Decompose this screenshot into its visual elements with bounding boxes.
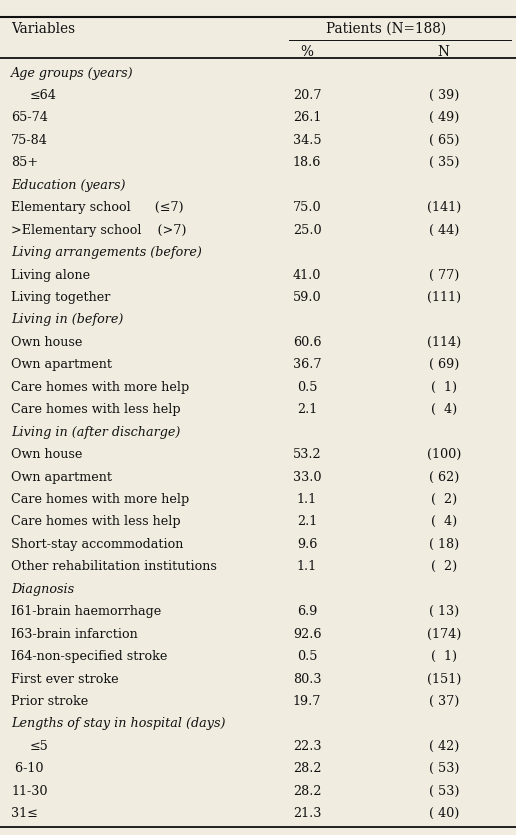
Text: Variables: Variables	[11, 22, 75, 36]
Text: ( 53): ( 53)	[428, 785, 459, 797]
Text: Education (years): Education (years)	[11, 179, 126, 192]
Text: 33.0: 33.0	[293, 471, 321, 483]
Text: (114): (114)	[427, 336, 461, 349]
Text: ( 18): ( 18)	[429, 538, 459, 551]
Text: (  4): ( 4)	[431, 515, 457, 529]
Text: ( 49): ( 49)	[429, 111, 459, 124]
Text: (151): (151)	[427, 672, 461, 686]
Text: 28.2: 28.2	[293, 762, 321, 776]
Text: ( 37): ( 37)	[429, 695, 459, 708]
Text: 2.1: 2.1	[297, 403, 317, 416]
Text: I64-non-specified stroke: I64-non-specified stroke	[11, 650, 168, 663]
Text: (100): (100)	[427, 448, 461, 461]
Text: 92.6: 92.6	[293, 628, 321, 640]
Text: Prior stroke: Prior stroke	[11, 695, 89, 708]
Text: (  4): ( 4)	[431, 403, 457, 416]
Text: Living in (after discharge): Living in (after discharge)	[11, 426, 181, 438]
Text: Own house: Own house	[11, 448, 83, 461]
Text: %: %	[300, 45, 314, 59]
Text: 9.6: 9.6	[297, 538, 317, 551]
Text: ( 53): ( 53)	[428, 762, 459, 776]
Text: 25.0: 25.0	[293, 224, 321, 236]
Text: 60.6: 60.6	[293, 336, 321, 349]
Text: Diagnosis: Diagnosis	[11, 583, 74, 596]
Text: 1.1: 1.1	[297, 560, 317, 574]
Text: Patients (N=188): Patients (N=188)	[326, 22, 446, 36]
Text: Elementary school      (≤7): Elementary school (≤7)	[11, 201, 184, 215]
Text: ( 44): ( 44)	[429, 224, 459, 236]
Text: Own apartment: Own apartment	[11, 358, 112, 372]
Text: Care homes with less help: Care homes with less help	[11, 403, 181, 416]
Text: 11-30: 11-30	[11, 785, 48, 797]
Text: 36.7: 36.7	[293, 358, 321, 372]
Text: Care homes with more help: Care homes with more help	[11, 381, 189, 394]
Text: 80.3: 80.3	[293, 672, 321, 686]
Text: First ever stroke: First ever stroke	[11, 672, 119, 686]
Text: ( 77): ( 77)	[429, 269, 459, 281]
Text: Age groups (years): Age groups (years)	[11, 67, 134, 79]
Text: 6.9: 6.9	[297, 605, 317, 618]
Text: 21.3: 21.3	[293, 807, 321, 820]
Text: N: N	[438, 45, 450, 59]
Text: 65-74: 65-74	[11, 111, 48, 124]
Text: ≤64: ≤64	[29, 89, 56, 102]
Text: 75.0: 75.0	[293, 201, 321, 215]
Text: Living together: Living together	[11, 291, 111, 304]
Text: 18.6: 18.6	[293, 156, 321, 170]
Text: 31≤: 31≤	[11, 807, 38, 820]
Text: ( 42): ( 42)	[429, 740, 459, 753]
Text: Living in (before): Living in (before)	[11, 313, 124, 326]
Text: ( 39): ( 39)	[429, 89, 459, 102]
Text: Living alone: Living alone	[11, 269, 90, 281]
Text: 26.1: 26.1	[293, 111, 321, 124]
Text: Care homes with less help: Care homes with less help	[11, 515, 181, 529]
Text: ( 65): ( 65)	[428, 134, 459, 147]
Text: ≤5: ≤5	[29, 740, 49, 753]
Text: 53.2: 53.2	[293, 448, 321, 461]
Text: Own apartment: Own apartment	[11, 471, 112, 483]
Text: 2.1: 2.1	[297, 515, 317, 529]
Text: 75-84: 75-84	[11, 134, 48, 147]
Text: Other rehabilitation institutions: Other rehabilitation institutions	[11, 560, 217, 574]
Text: (111): (111)	[427, 291, 461, 304]
Text: ( 35): ( 35)	[428, 156, 459, 170]
Text: 22.3: 22.3	[293, 740, 321, 753]
Text: (  1): ( 1)	[431, 650, 457, 663]
Text: Living arrangements (before): Living arrangements (before)	[11, 246, 202, 259]
Text: ( 13): ( 13)	[429, 605, 459, 618]
Text: 28.2: 28.2	[293, 785, 321, 797]
Text: 85+: 85+	[11, 156, 39, 170]
Text: 34.5: 34.5	[293, 134, 321, 147]
Text: Short-stay accommodation: Short-stay accommodation	[11, 538, 184, 551]
Text: I61-brain haemorrhage: I61-brain haemorrhage	[11, 605, 162, 618]
Text: 1.1: 1.1	[297, 493, 317, 506]
Text: Care homes with more help: Care homes with more help	[11, 493, 189, 506]
Text: ( 62): ( 62)	[429, 471, 459, 483]
Text: ( 69): ( 69)	[429, 358, 459, 372]
Text: (141): (141)	[427, 201, 461, 215]
Text: 20.7: 20.7	[293, 89, 321, 102]
Text: 59.0: 59.0	[293, 291, 321, 304]
Text: 19.7: 19.7	[293, 695, 321, 708]
Text: 6-10: 6-10	[11, 762, 44, 776]
Text: (  2): ( 2)	[431, 493, 457, 506]
Text: 41.0: 41.0	[293, 269, 321, 281]
Text: (  1): ( 1)	[431, 381, 457, 394]
Text: ( 40): ( 40)	[429, 807, 459, 820]
Text: Lengths of stay in hospital (days): Lengths of stay in hospital (days)	[11, 717, 226, 731]
Text: Own house: Own house	[11, 336, 83, 349]
Text: >Elementary school    (>7): >Elementary school (>7)	[11, 224, 187, 236]
Text: (  2): ( 2)	[431, 560, 457, 574]
Text: 0.5: 0.5	[297, 381, 317, 394]
Text: (174): (174)	[427, 628, 461, 640]
Text: I63-brain infarction: I63-brain infarction	[11, 628, 138, 640]
Text: 0.5: 0.5	[297, 650, 317, 663]
